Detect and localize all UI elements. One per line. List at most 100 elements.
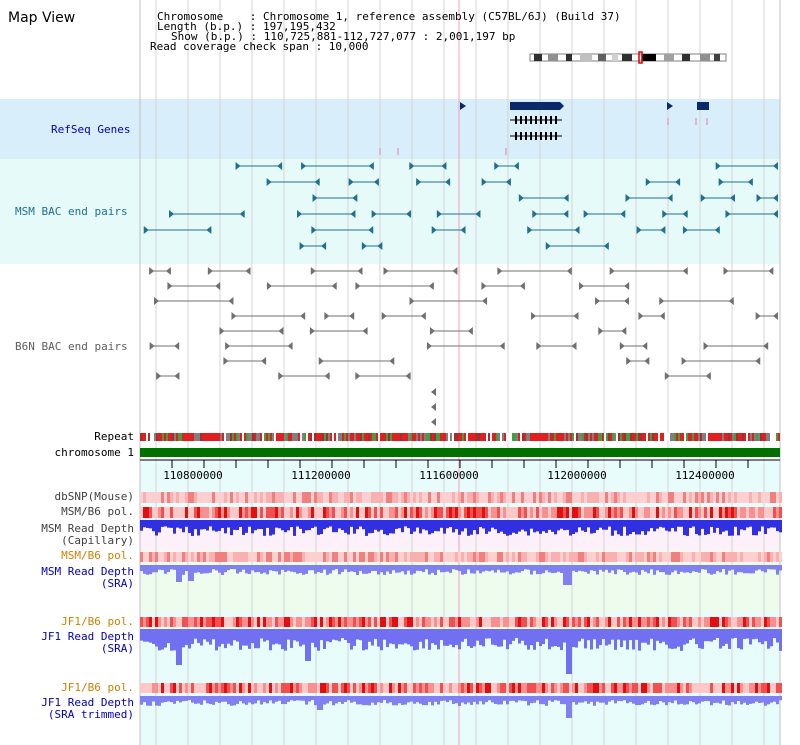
- repeat-cell: [180, 433, 182, 441]
- depth-bar: [713, 696, 716, 703]
- repeat-cell: [558, 433, 560, 441]
- heat-cell: [206, 617, 209, 627]
- heat-cell: [764, 507, 767, 518]
- track-label-msm-bac[interactable]: MSM BAC end pairs: [15, 205, 128, 218]
- refseq-gene-glyphs[interactable]: [379, 102, 709, 155]
- heat-cell: [758, 552, 761, 562]
- heat-cell: [758, 617, 761, 627]
- repeat-cell: [542, 433, 544, 441]
- heat-cell: [725, 617, 728, 627]
- depth-bar: [740, 565, 743, 573]
- depth-bar: [536, 629, 539, 642]
- depth-bar: [704, 629, 707, 642]
- heat-cell: [149, 552, 152, 562]
- heat-cell: [764, 552, 767, 562]
- span-info: Read coverage check span : 10,000: [150, 40, 369, 53]
- repeat-cell: [666, 433, 668, 441]
- repeat-cell: [736, 433, 738, 441]
- depth-bar: [275, 696, 278, 702]
- chromosome-ideogram[interactable]: [529, 51, 727, 64]
- heat-cell: [533, 617, 536, 627]
- depth-bar: [716, 629, 719, 638]
- heat-cell: [518, 507, 521, 518]
- heat-cell: [413, 552, 416, 562]
- depth-bar: [749, 520, 752, 527]
- bac-end: [756, 194, 762, 202]
- heat-cell: [695, 552, 698, 562]
- heat-cell: [623, 683, 626, 693]
- heat-cell: [668, 552, 671, 562]
- depth-bar: [620, 565, 623, 570]
- heat-cell: [230, 507, 233, 518]
- heat-cell: [305, 552, 308, 562]
- heat-cell: [719, 683, 722, 693]
- track-label-b6n-bac[interactable]: B6N BAC end pairs: [15, 340, 128, 353]
- heat-cell: [641, 492, 644, 503]
- heat-cell: [182, 683, 185, 693]
- repeat-cell: [644, 433, 646, 441]
- heat-cell: [716, 683, 719, 693]
- heat-cell: [764, 492, 767, 503]
- repeat-cell: [248, 433, 250, 441]
- depth-bar: [674, 696, 677, 701]
- depth-bar: [281, 565, 284, 570]
- bac-end: [714, 226, 720, 234]
- depth-bar: [710, 629, 713, 642]
- heat-cell: [281, 617, 284, 627]
- bac-end: [429, 327, 435, 335]
- repeat-cell: [562, 433, 564, 441]
- bac-end: [409, 162, 415, 170]
- depth-bar: [524, 520, 527, 532]
- depth-bar: [332, 520, 335, 533]
- heat-cell: [725, 507, 728, 518]
- depth-bar: [527, 696, 530, 706]
- bac-end: [431, 403, 436, 411]
- heat-cell: [236, 617, 239, 627]
- heat-cell: [641, 683, 644, 693]
- heat-cell: [650, 552, 653, 562]
- heat-cell: [512, 617, 515, 627]
- depth-bar: [629, 696, 632, 702]
- heat-cell: [323, 492, 326, 503]
- depth-bar: [764, 629, 767, 642]
- heat-cell: [326, 617, 329, 627]
- heat-cell: [332, 683, 335, 693]
- heat-cell: [248, 492, 251, 503]
- repeat-cell: [346, 433, 348, 441]
- repeat-cell: [668, 433, 670, 441]
- depth-bar: [554, 565, 557, 573]
- heat-cell: [773, 492, 776, 503]
- bac-end: [331, 282, 337, 290]
- heat-cell: [629, 683, 632, 693]
- depth-bar: [524, 565, 527, 570]
- repeat-cell: [276, 433, 278, 441]
- depth-bar: [314, 520, 317, 527]
- depth-bar: [764, 565, 767, 573]
- heat-cell: [614, 492, 617, 503]
- depth-bar: [587, 629, 590, 641]
- repeat-cell: [284, 433, 286, 441]
- heat-cell: [542, 683, 545, 693]
- heat-cell: [359, 617, 362, 627]
- heat-cell: [779, 683, 782, 693]
- bac-end: [409, 297, 415, 305]
- depth-bar: [377, 629, 380, 647]
- depth-bar: [416, 629, 419, 650]
- track-label-refseq[interactable]: RefSeq Genes: [51, 123, 131, 136]
- bac-end: [619, 342, 625, 350]
- heat-cell: [596, 683, 599, 693]
- heat-cell: [260, 683, 263, 693]
- heat-cell: [182, 507, 185, 518]
- msm-bac-glyphs[interactable]: [143, 162, 778, 250]
- repeat-cell: [394, 433, 396, 441]
- b6n-bac-glyphs[interactable]: [149, 267, 778, 426]
- depth-bar: [464, 520, 467, 529]
- heat-cell: [341, 492, 344, 503]
- depth-bar: [512, 565, 515, 574]
- heat-cell: [719, 507, 722, 518]
- repeat-cell: [770, 433, 772, 441]
- heat-cell: [344, 492, 347, 503]
- depth-bar: [473, 629, 476, 647]
- heat-cell: [599, 507, 602, 518]
